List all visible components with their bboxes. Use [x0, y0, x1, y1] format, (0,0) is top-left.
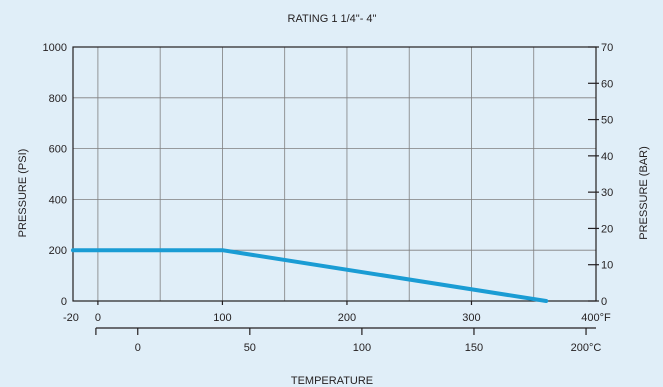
- y-tick-label-psi: 600: [49, 144, 67, 156]
- y-axis-label-bar: PRESSURE (BAR): [638, 146, 650, 240]
- x-tick-label-c: 100: [353, 342, 371, 354]
- y2-tick-label-bar: 30: [601, 187, 613, 199]
- x-tick-label-c: 150: [465, 342, 483, 354]
- axes: [72, 46, 597, 329]
- pressure-rating-line: [71, 248, 549, 303]
- y-tick-label-psi: 0: [61, 296, 67, 308]
- x-tick-label-c: 200°C: [571, 342, 602, 354]
- y-tick-label-psi: 200: [49, 245, 67, 257]
- x-tick-label-f: 100: [213, 312, 231, 324]
- series-layer: [71, 248, 549, 303]
- y2-tick-label-bar: 40: [601, 151, 613, 163]
- y2-tick-label-bar: 20: [601, 223, 613, 235]
- y2-tick-label-bar: 10: [601, 260, 613, 272]
- y-tick-label-psi: 1000: [43, 42, 67, 54]
- x-tick-label-f: -20: [63, 312, 79, 324]
- x-tick-label-f: 400°F: [581, 312, 611, 324]
- grid: [73, 46, 596, 302]
- x-tick-label-f: 300: [462, 312, 480, 324]
- tick-marks: [95, 46, 599, 335]
- y2-tick-label-bar: 50: [601, 115, 613, 127]
- x-tick-label-c: 0: [135, 342, 141, 354]
- y-tick-label-psi: 800: [49, 93, 67, 105]
- x-tick-label-c: 50: [244, 342, 256, 354]
- x-tick-label-f: 200: [338, 312, 356, 324]
- plot-frame: [72, 46, 597, 302]
- chart-title: RATING 1 1/4"- 4": [288, 13, 377, 25]
- y-axis-label-psi: PRESSURE (PSI): [17, 149, 29, 238]
- y2-tick-label-bar: 60: [601, 78, 613, 90]
- x-axis-label: TEMPERATURE: [291, 375, 373, 387]
- y2-tick-label-bar: 0: [601, 296, 607, 308]
- x-tick-label-f: 0: [95, 312, 101, 324]
- y2-tick-label-bar: 70: [601, 42, 613, 54]
- y-tick-label-psi: 400: [49, 194, 67, 206]
